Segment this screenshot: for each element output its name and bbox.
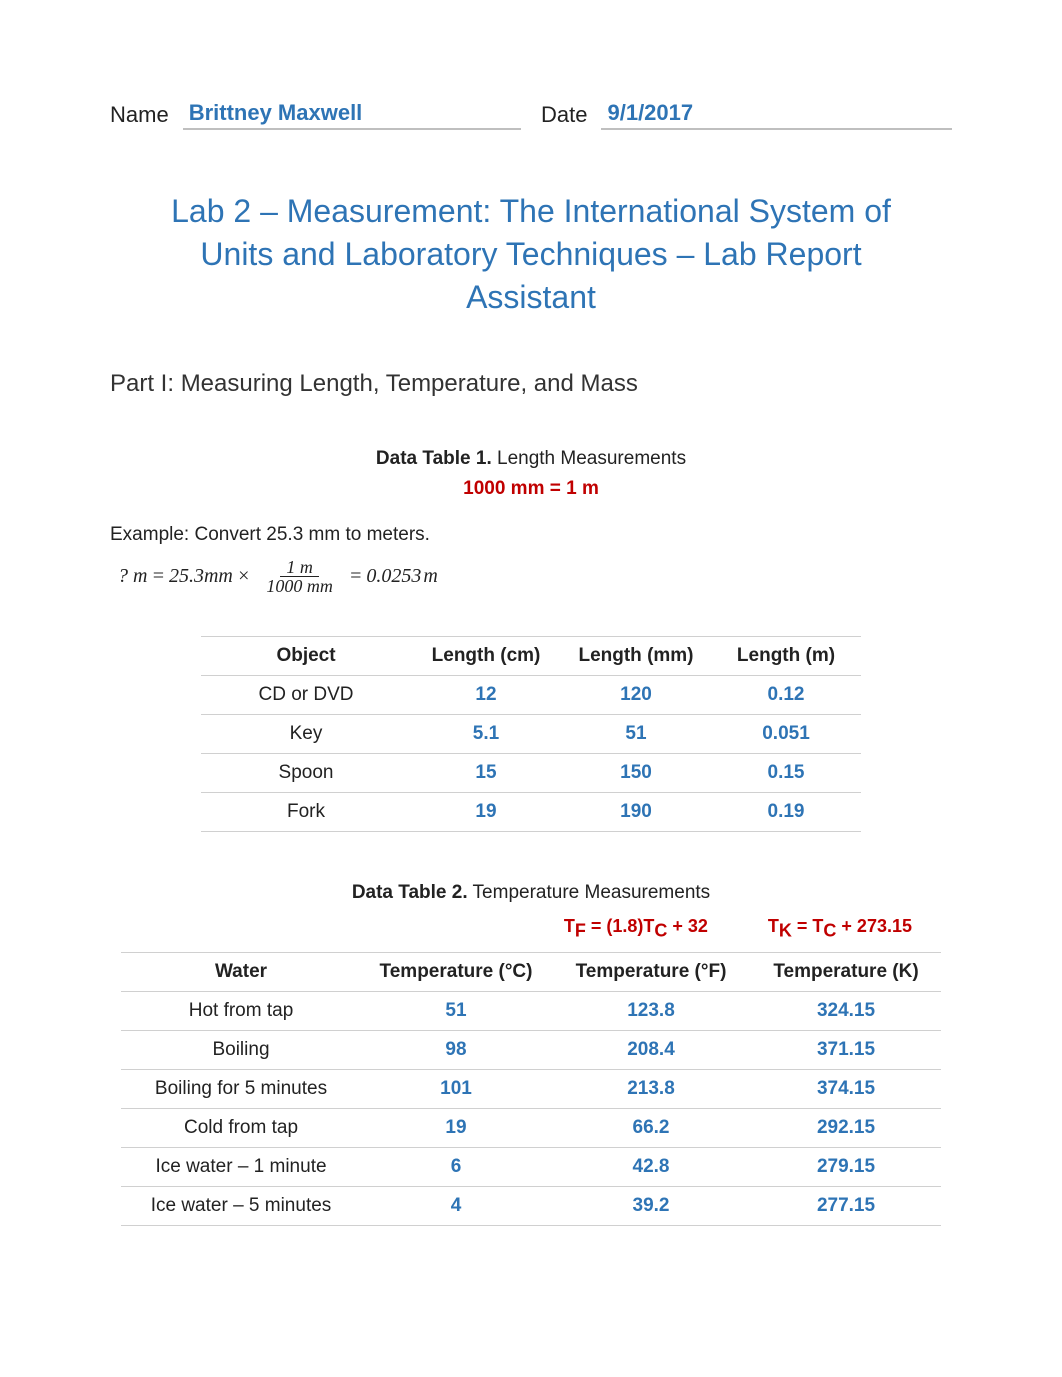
table1-caption: Data Table 1. Length Measurements: [110, 448, 952, 470]
row-label: Key: [201, 715, 411, 754]
document-title: Lab 2 – Measurement: The International S…: [141, 190, 921, 320]
row-label: Spoon: [201, 754, 411, 793]
table-row: Fork191900.19: [201, 793, 861, 832]
cell-value: 51: [361, 991, 551, 1030]
table1-caption-rest: Length Measurements: [492, 448, 686, 469]
table-row: Spoon151500.15: [201, 754, 861, 793]
table-row: Cold from tap1966.2292.15: [121, 1108, 941, 1147]
cell-value: 371.15: [751, 1030, 941, 1069]
table2-formula-row: TF = (1.8)TC + 32 TK = TC + 273.15: [110, 916, 952, 942]
row-label: CD or DVD: [201, 676, 411, 715]
cell-value: 374.15: [751, 1069, 941, 1108]
cell-value: 98: [361, 1030, 551, 1069]
cell-value: 0.19: [711, 793, 861, 832]
cell-value: 15: [411, 754, 561, 793]
table-row: Boiling98208.4371.15: [121, 1030, 941, 1069]
table2-caption-bold: Data Table 2.: [352, 882, 468, 903]
cell-value: 213.8: [551, 1069, 751, 1108]
row-label: Boiling: [121, 1030, 361, 1069]
eq-result: 0.0253: [366, 565, 421, 588]
date-label: Date: [541, 102, 587, 130]
table1: Object Length (cm) Length (mm) Length (m…: [201, 636, 861, 832]
cell-value: 6: [361, 1147, 551, 1186]
formula-fahrenheit: TF = (1.8)TC + 32: [564, 916, 708, 942]
cell-value: 0.12: [711, 676, 861, 715]
cell-value: 42.8: [551, 1147, 751, 1186]
cell-value: 277.15: [751, 1186, 941, 1225]
row-label: Cold from tap: [121, 1108, 361, 1147]
cell-value: 120: [561, 676, 711, 715]
row-label: Ice water – 5 minutes: [121, 1186, 361, 1225]
table1-body: CD or DVD121200.12Key5.1510.051Spoon1515…: [201, 676, 861, 832]
cell-value: 0.051: [711, 715, 861, 754]
cell-value: 66.2: [551, 1108, 751, 1147]
eq-val: 25.3: [169, 565, 204, 588]
eq-unit: mm: [204, 565, 233, 588]
table2-col-3: Temperature (K): [751, 952, 941, 991]
table2-col-2: Temperature (°F): [551, 952, 751, 991]
cell-value: 279.15: [751, 1147, 941, 1186]
table2-caption: Data Table 2. Temperature Measurements: [110, 882, 952, 904]
formula-kelvin: TK = TC + 273.15: [768, 916, 912, 942]
name-value: Brittney Maxwell: [183, 100, 521, 130]
table2: Water Temperature (°C) Temperature (°F) …: [121, 952, 941, 1226]
date-value: 9/1/2017: [601, 100, 952, 130]
table-row: CD or DVD121200.12: [201, 676, 861, 715]
table1-col-3: Length (m): [711, 637, 861, 676]
cell-value: 0.15: [711, 754, 861, 793]
table-row: Hot from tap51123.8324.15: [121, 991, 941, 1030]
part-heading: Part I: Measuring Length, Temperature, a…: [110, 370, 952, 398]
eq-result-unit: m: [423, 565, 437, 588]
table1-col-1: Length (cm): [411, 637, 561, 676]
cell-value: 208.4: [551, 1030, 751, 1069]
table-row: Key5.1510.051: [201, 715, 861, 754]
example-text: Example: Convert 25.3 mm to meters.: [110, 524, 952, 546]
cell-value: 39.2: [551, 1186, 751, 1225]
eq-fraction: 1 m 1000 mm: [260, 558, 339, 597]
cell-value: 101: [361, 1069, 551, 1108]
conversion-equation: ? m = 25.3 mm × 1 m 1000 mm = 0.0253 m: [118, 558, 952, 597]
table-row: Ice water – 5 minutes439.2277.15: [121, 1186, 941, 1225]
cell-value: 19: [411, 793, 561, 832]
name-block: Name Brittney Maxwell: [110, 100, 521, 130]
table-row: Boiling for 5 minutes101213.8374.15: [121, 1069, 941, 1108]
table2-header-row: Water Temperature (°C) Temperature (°F) …: [121, 952, 941, 991]
table1-conversion-note: 1000 mm = 1 m: [110, 478, 952, 500]
name-label: Name: [110, 102, 169, 130]
eq-eq2: =: [349, 565, 363, 588]
table2-body: Hot from tap51123.8324.15Boiling98208.43…: [121, 991, 941, 1225]
cell-value: 5.1: [411, 715, 561, 754]
table2-col-0: Water: [121, 952, 361, 991]
row-label: Boiling for 5 minutes: [121, 1069, 361, 1108]
date-block: Date 9/1/2017: [541, 100, 952, 130]
cell-value: 150: [561, 754, 711, 793]
table1-col-0: Object: [201, 637, 411, 676]
cell-value: 123.8: [551, 991, 751, 1030]
eq-eq1: =: [151, 565, 165, 588]
cell-value: 51: [561, 715, 711, 754]
row-label: Fork: [201, 793, 411, 832]
eq-lhs: ? m: [118, 565, 147, 588]
row-label: Ice water – 1 minute: [121, 1147, 361, 1186]
cell-value: 19: [361, 1108, 551, 1147]
table2-col-1: Temperature (°C): [361, 952, 551, 991]
table2-caption-rest: Temperature Measurements: [468, 882, 711, 903]
table1-caption-bold: Data Table 1.: [376, 448, 492, 469]
eq-frac-num: 1 m: [280, 558, 319, 578]
table1-header-row: Object Length (cm) Length (mm) Length (m…: [201, 637, 861, 676]
cell-value: 324.15: [751, 991, 941, 1030]
header-row: Name Brittney Maxwell Date 9/1/2017: [110, 100, 952, 130]
table1-col-2: Length (mm): [561, 637, 711, 676]
row-label: Hot from tap: [121, 991, 361, 1030]
eq-times: ×: [237, 565, 251, 588]
cell-value: 190: [561, 793, 711, 832]
eq-frac-den: 1000 mm: [260, 577, 339, 596]
cell-value: 12: [411, 676, 561, 715]
cell-value: 4: [361, 1186, 551, 1225]
cell-value: 292.15: [751, 1108, 941, 1147]
table-row: Ice water – 1 minute642.8279.15: [121, 1147, 941, 1186]
